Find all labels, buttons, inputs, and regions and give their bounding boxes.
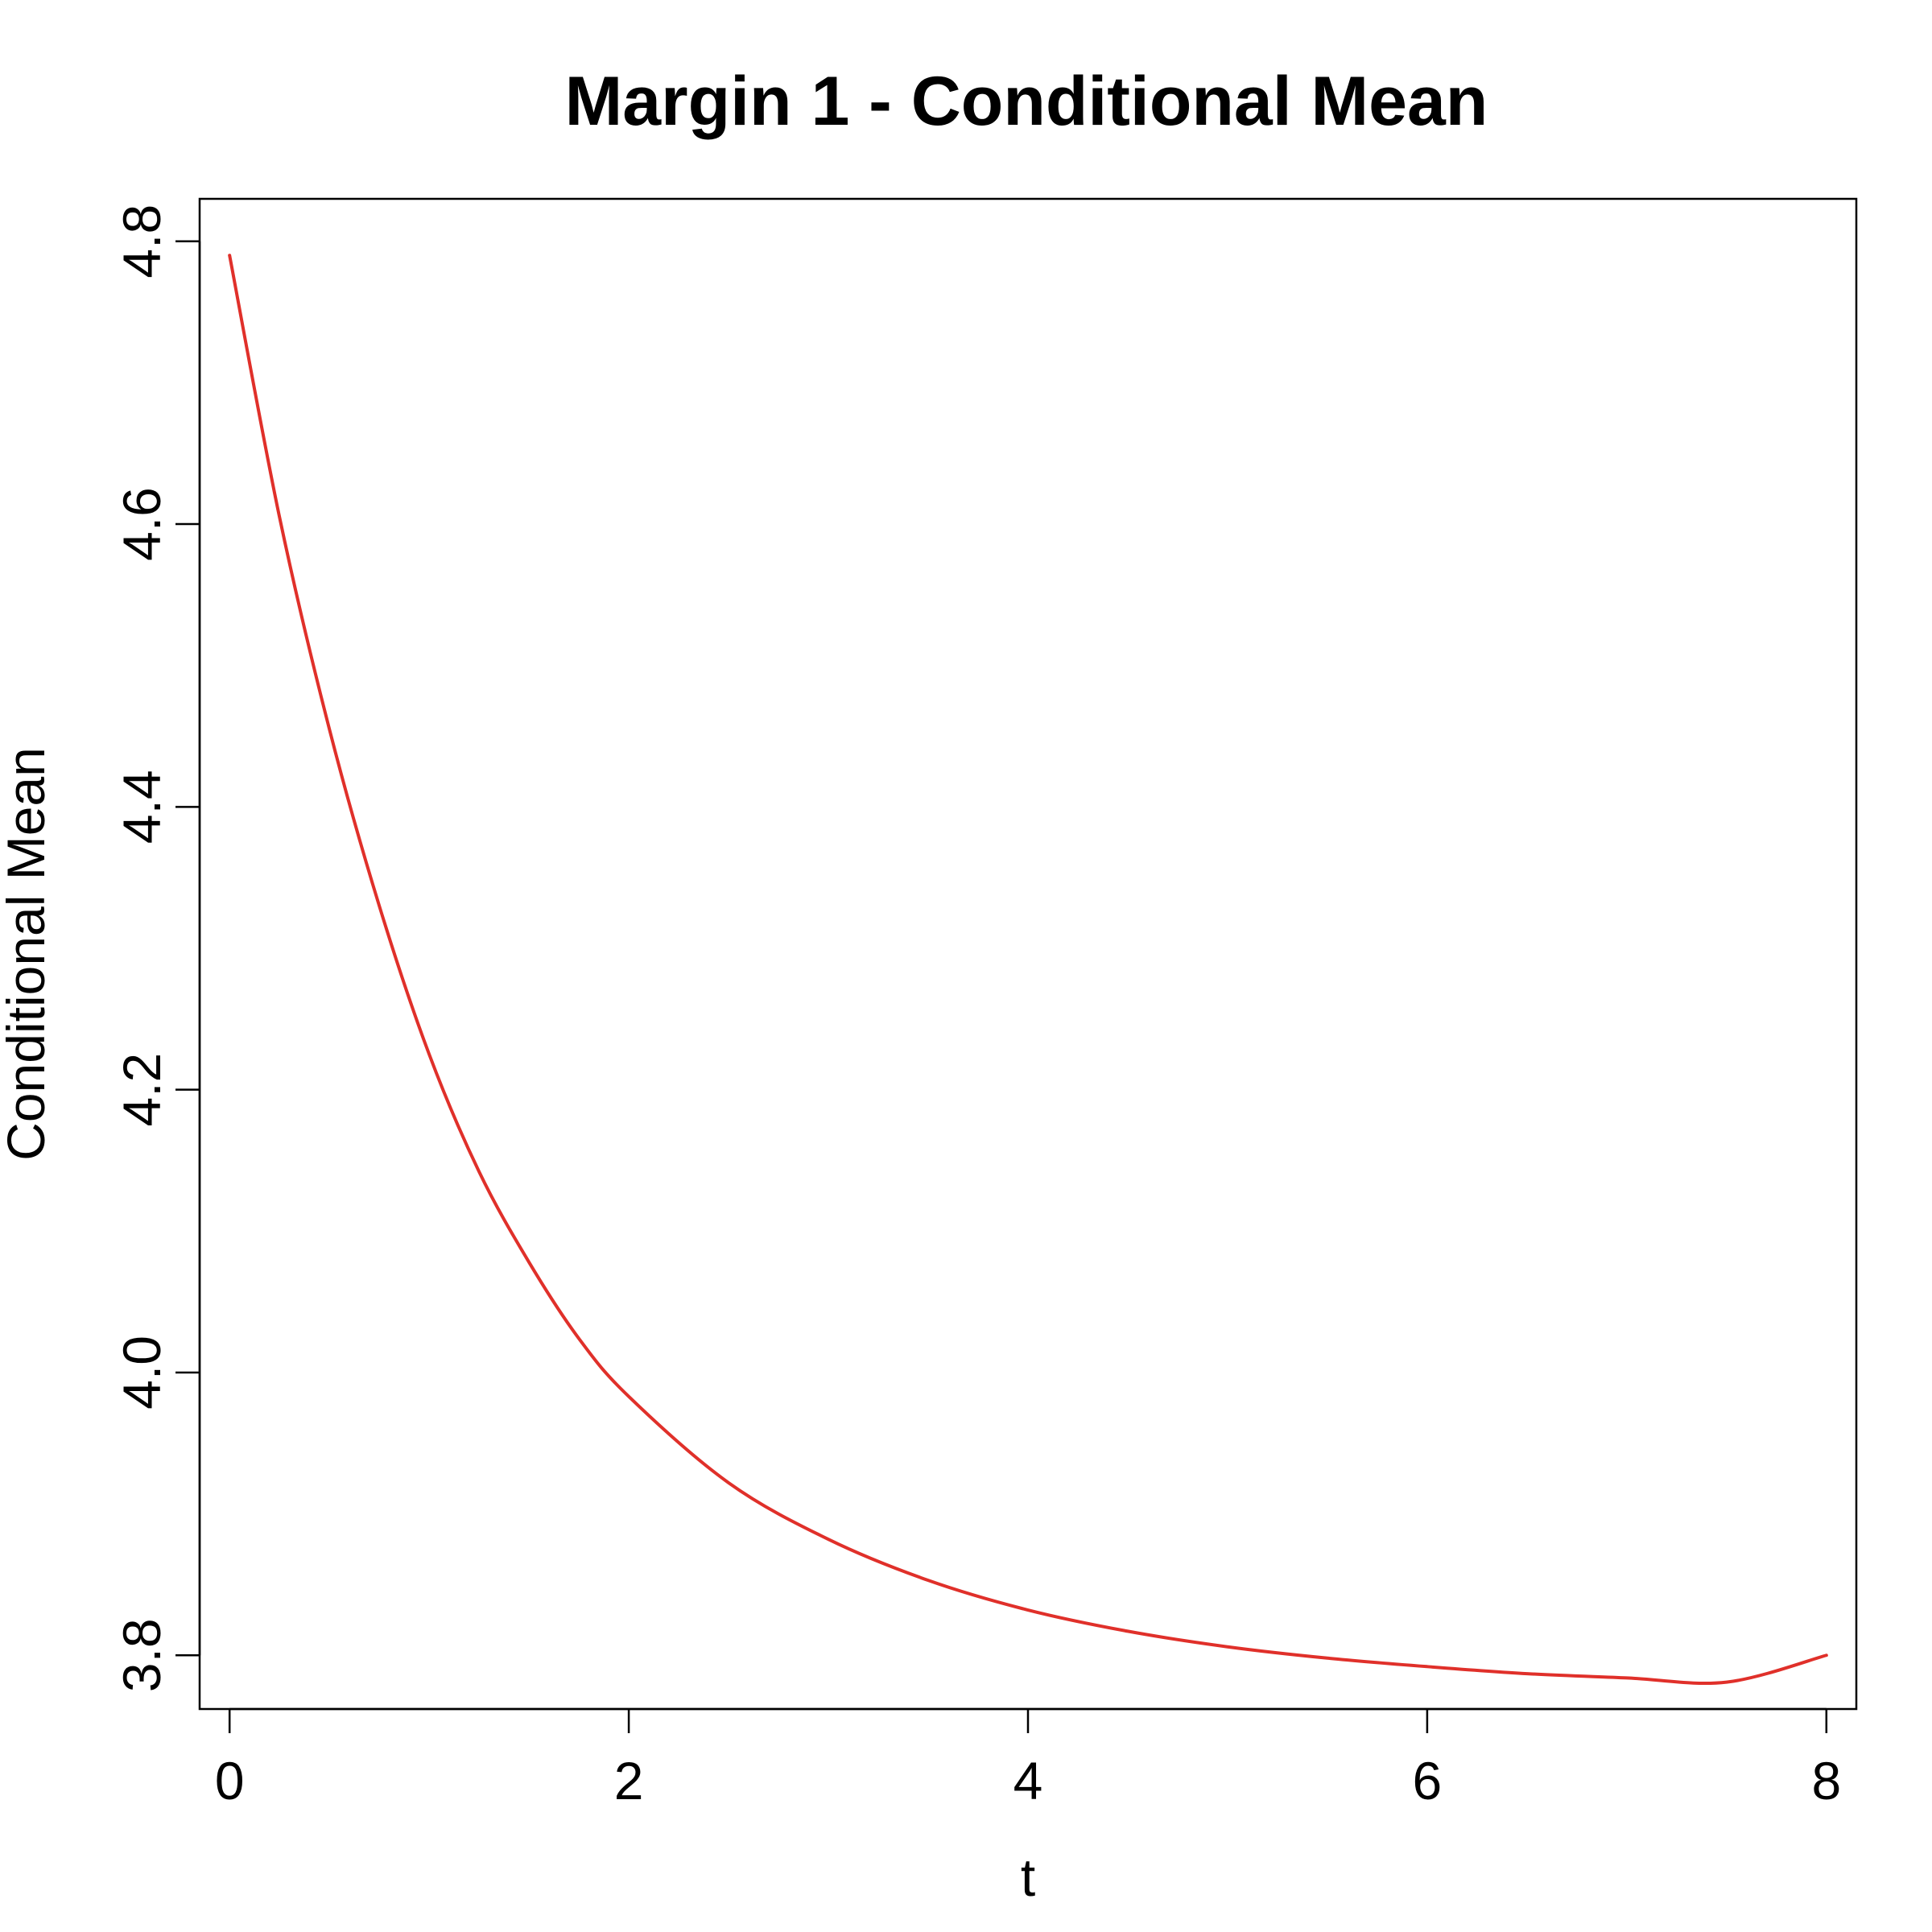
x-tick-label: 0	[215, 1751, 245, 1810]
series-layer	[228, 254, 1828, 1686]
y-tick-label: 4.8	[112, 204, 171, 279]
x-tick-label: 6	[1413, 1751, 1443, 1810]
x-tick-label: 2	[614, 1751, 644, 1810]
plot-frame	[198, 197, 1858, 1711]
y-tick-label: 4.4	[112, 770, 171, 844]
y-tick-label: 4.2	[112, 1053, 171, 1127]
y-axis-label: Conditional Mean	[0, 747, 56, 1161]
y-tick-label: 4.6	[112, 487, 171, 561]
x-axis: 0 2 4 6 8	[215, 1707, 1841, 1810]
x-tick-label: 8	[1811, 1751, 1841, 1810]
series-line-0	[228, 254, 1828, 1686]
x-axis-label: t	[1021, 1847, 1035, 1907]
y-axis: 3.8 4.0 4.2 4.4 4.6 4.8	[112, 204, 201, 1692]
x-tick-label: 4	[1013, 1751, 1043, 1810]
y-tick-label: 4.0	[112, 1335, 171, 1410]
chart-title: Margin 1 - Conditional Mean	[565, 63, 1488, 140]
y-tick-label: 3.8	[112, 1618, 171, 1692]
